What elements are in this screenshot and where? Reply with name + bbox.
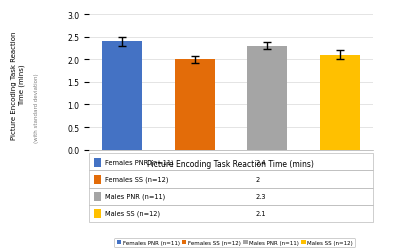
Bar	[102, 42, 142, 150]
Text: 2.4: 2.4	[255, 159, 266, 165]
Text: Males SS (n=12): Males SS (n=12)	[105, 210, 160, 216]
Text: 2: 2	[255, 176, 259, 182]
Text: Females SS (n=12): Females SS (n=12)	[105, 176, 169, 182]
Bar	[247, 46, 287, 150]
Bar	[175, 60, 215, 150]
Text: (with standard deviation): (with standard deviation)	[34, 73, 39, 142]
Text: 2.3: 2.3	[255, 193, 266, 199]
Text: 2.1: 2.1	[255, 210, 266, 216]
Text: Females PNR (n=11): Females PNR (n=11)	[105, 159, 174, 166]
Legend: Females PNR (n=11), Females SS (n=12), Males PNR (n=11), Males SS (n=12): Females PNR (n=11), Females SS (n=12), M…	[114, 238, 356, 247]
Bar	[320, 56, 360, 150]
X-axis label: Picture Encoding Task Reaction Time (mins): Picture Encoding Task Reaction Time (min…	[147, 159, 314, 168]
Text: Picture Encoding Task Reaction
Time (mins): Picture Encoding Task Reaction Time (min…	[11, 31, 25, 139]
Text: Males PNR (n=11): Males PNR (n=11)	[105, 193, 166, 200]
